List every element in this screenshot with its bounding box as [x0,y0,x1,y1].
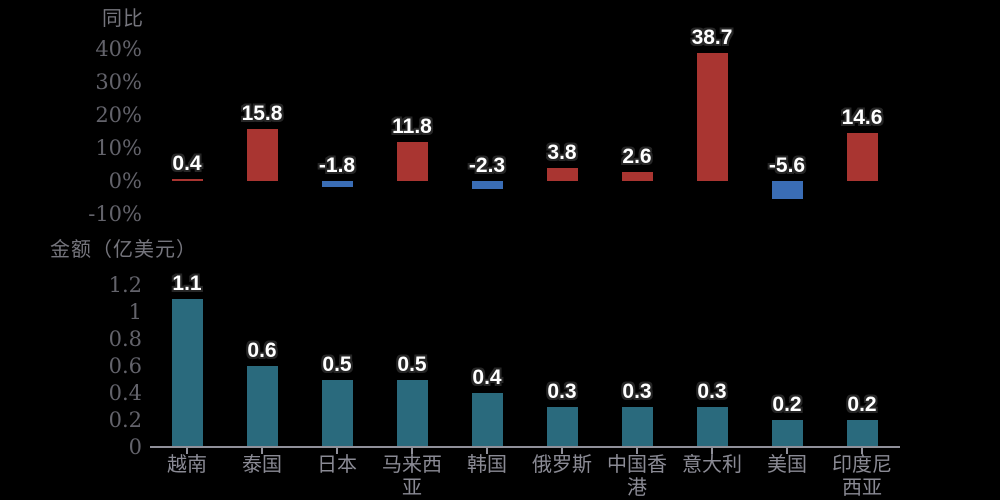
category-label-line: 泰国 [242,454,282,476]
yoy-data-label-9: 14.6 [841,105,883,129]
amount-ytick-3: 0.6 [108,354,142,378]
amount-bar-5 [546,406,578,447]
yoy-ytick-1: 30% [95,70,142,94]
x-axis-tick-7 [711,446,713,454]
amount-data-label-4: 0.4 [472,366,502,389]
amount-bar-0 [171,298,203,447]
category-label-line: 印度尼 [832,454,892,476]
yoy-data-label-1: 15.8 [241,101,283,125]
yoy-bar-3 [396,142,428,181]
x-axis-tick-0 [186,446,188,454]
category-label-3: 马来西亚 [356,454,468,500]
x-axis-tick-4 [486,446,488,454]
category-label-line: 越南 [167,454,207,476]
top-chart-title: 同比 [102,8,144,30]
amount-data-label-9: 0.2 [847,393,877,416]
category-label-9: 印度尼 西亚 [806,454,918,500]
amount-bar-8 [771,420,803,447]
amount-bar-4 [471,393,503,447]
yoy-data-label-7: 38.7 [691,26,733,50]
category-label-2: 日本 [281,454,393,477]
yoy-ytick-3: 10% [95,136,142,160]
x-axis-line [150,446,900,448]
bottom-chart-title: 金额（亿美元） [50,239,197,261]
yoy-ytick-0: 40% [95,37,142,61]
amount-bar-2 [321,379,353,447]
yoy-bar-9 [846,132,878,181]
yoy-data-label-2: -1.8 [318,154,356,177]
category-label-line: 中国香 [607,454,667,476]
yoy-bar-4 [471,181,503,189]
amount-data-label-6: 0.3 [622,379,652,403]
x-axis-tick-8 [786,446,788,454]
yoy-bar-5 [546,168,578,181]
amount-bar-1 [246,366,278,447]
category-label-4: 韩国 [431,454,543,477]
yoy-bar-2 [321,181,353,187]
category-label-7: 意大利 [656,454,768,477]
amount-ytick-1: 1 [128,300,142,324]
category-label-0: 越南 [131,454,243,477]
yoy-bar-1 [246,128,278,181]
amount-data-label-3: 0.5 [397,352,427,376]
amount-data-label-7: 0.3 [697,379,727,403]
category-label-line: 马来西 [382,454,442,476]
category-label-line: 俄罗斯 [532,454,592,476]
amount-ytick-4: 0.4 [108,381,142,405]
amount-data-label-8: 0.2 [772,393,802,416]
category-label-1: 泰国 [206,454,318,477]
amount-ytick-5: 0.2 [108,408,142,432]
yoy-bar-7 [696,53,728,181]
amount-bar-9 [846,420,878,447]
yoy-bar-6 [621,172,653,181]
x-axis-tick-5 [561,446,563,454]
x-axis-tick-3 [411,446,413,454]
category-label-line: 西亚 [842,477,882,499]
category-label-5: 俄罗斯 [506,454,618,477]
yoy-bar-8 [771,181,803,200]
category-label-line: 日本 [317,454,357,476]
category-label-line: 美国 [767,454,807,476]
yoy-ytick-4: 0% [108,169,142,193]
yoy-data-label-6: 2.6 [622,145,652,169]
yoy-data-label-4: -2.3 [468,154,506,177]
category-label-8: 美国 [731,454,843,477]
category-label-line: 亚 [402,477,422,499]
yoy-bar-0 [171,179,203,181]
category-label-6: 中国香港 [581,454,693,500]
yoy-ytick-2: 20% [95,103,142,127]
amount-data-label-1: 0.6 [247,339,277,362]
x-axis-tick-9 [861,446,863,454]
amount-bar-6 [621,406,653,447]
x-axis-tick-1 [261,446,263,454]
amount-bar-3 [396,379,428,447]
x-axis-tick-2 [336,446,338,454]
amount-ytick-6: 0 [128,435,142,459]
amount-data-label-5: 0.3 [547,379,577,403]
amount-data-label-0: 1.1 [172,271,202,295]
yoy-data-label-5: 3.8 [547,141,577,165]
category-label-line: 意大利 [682,454,742,476]
amount-ytick-2: 0.8 [108,327,142,351]
yoy-data-label-0: 0.4 [172,152,202,175]
category-label-line: 韩国 [467,454,507,476]
x-axis-tick-6 [636,446,638,454]
yoy-data-label-3: 11.8 [392,115,432,139]
yoy-data-label-8: -5.6 [768,154,806,177]
category-label-line: 港 [627,477,647,499]
amount-bar-7 [696,406,728,447]
yoy-ytick-5: -10% [88,202,142,226]
amount-ytick-0: 1.2 [108,273,142,297]
amount-data-label-2: 0.5 [322,352,352,376]
